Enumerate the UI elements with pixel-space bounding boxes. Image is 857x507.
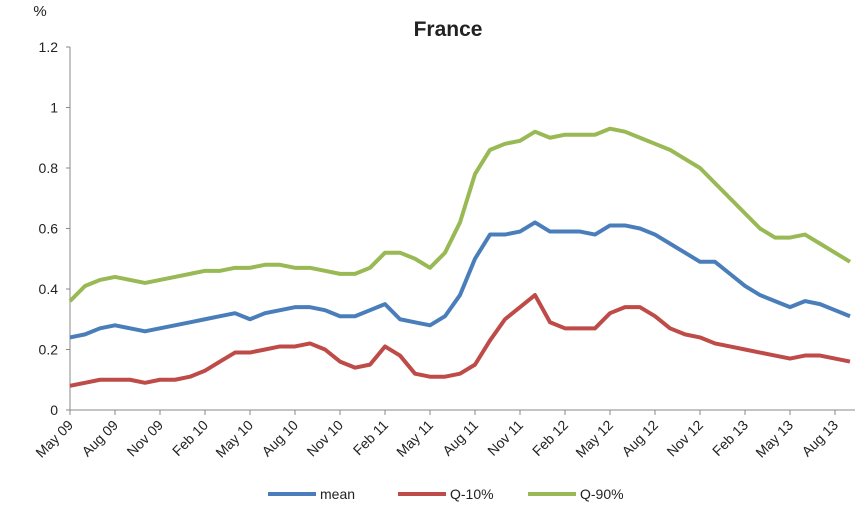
x-tick-label: Nov 12 [663, 417, 706, 460]
x-tick-label: Aug 09 [78, 417, 121, 460]
x-tick-label: Feb 13 [709, 417, 751, 459]
series-line [69, 220, 851, 340]
legend-label: Q-90% [580, 486, 624, 502]
y-tick-label: 0 [50, 402, 58, 418]
chart-title: France [414, 18, 483, 41]
y-tick-label: 0.8 [39, 160, 59, 176]
x-tick-label: Nov 09 [123, 417, 166, 460]
y-tick-label: 1.2 [39, 39, 59, 55]
y-tick-label: 0.6 [39, 221, 59, 237]
x-tick-label: Feb 12 [529, 417, 571, 459]
y-tick-label: 1 [50, 100, 58, 116]
x-tick-label: May 10 [212, 417, 256, 461]
x-tick-label: Feb 10 [169, 417, 211, 459]
x-tick-label: May 12 [572, 417, 616, 461]
x-tick-label: Aug 10 [258, 417, 301, 460]
x-tick-label: Aug 13 [798, 417, 841, 460]
x-tick-label: Aug 11 [439, 417, 481, 459]
x-tick-label: May 13 [752, 417, 796, 461]
x-tick-label: Feb 11 [350, 417, 392, 459]
x-tick-label: May 11 [393, 417, 436, 460]
x-tick-label: May 09 [32, 417, 76, 461]
legend-label: mean [320, 486, 355, 502]
y-tick-label: 0.2 [39, 342, 59, 358]
x-tick-label: Nov 10 [303, 417, 346, 460]
y-axis-label: % [33, 3, 46, 20]
series-line [69, 293, 851, 388]
x-tick-label: Nov 11 [484, 417, 526, 459]
series-line [68, 126, 852, 303]
legend-label: Q-10% [450, 486, 494, 502]
y-tick-label: 0.4 [39, 281, 59, 297]
x-tick-label: Aug 12 [618, 417, 661, 460]
